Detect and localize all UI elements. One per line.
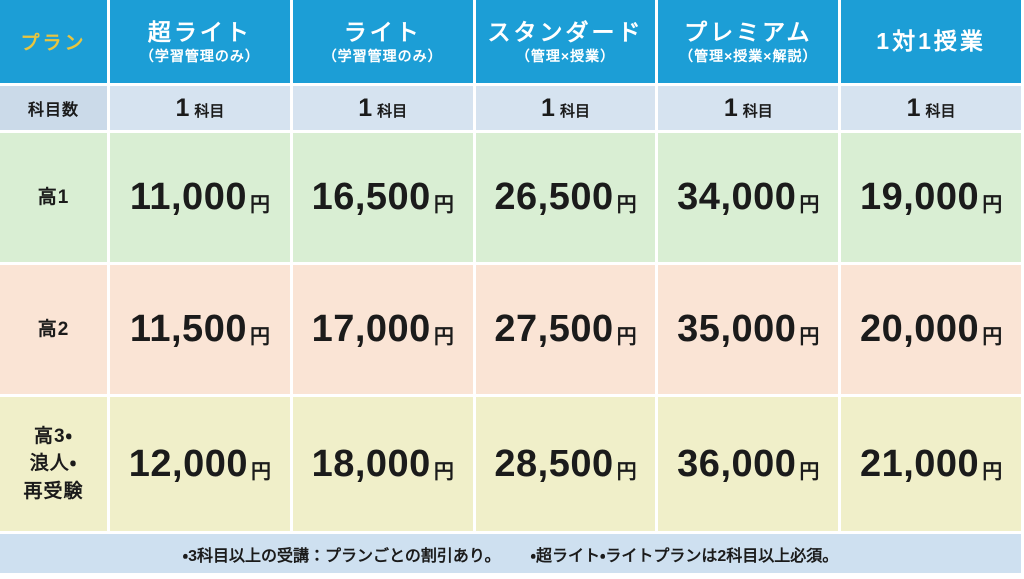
price-cell: 16,500 円: [292, 133, 473, 262]
subject-count-value: 1: [358, 93, 373, 122]
price-cell: 21,000 円: [841, 397, 1021, 531]
grade-row-label-ko2: 高2: [0, 265, 107, 394]
price-value: 12,000: [128, 442, 249, 485]
plan-name: スタンダード: [487, 19, 644, 46]
corner-plan-header: プラン: [0, 0, 107, 83]
price-cell: 36,000 円: [658, 397, 839, 531]
price-value: 28,500: [494, 442, 614, 485]
subject-count-unit: 科目: [377, 102, 408, 120]
subject-count-cell: 1 科目: [292, 86, 473, 130]
price-cell: 11,500 円: [110, 265, 290, 394]
price-cell: 11,000 円: [110, 133, 290, 262]
price-unit: 円: [616, 460, 637, 483]
price-unit: 円: [249, 326, 270, 348]
price-cell: 26,500 円: [475, 133, 656, 262]
subject-count-value: 1: [906, 93, 921, 122]
plan-header-standard: スタンダード （管理×授業）: [475, 0, 656, 83]
price-cell: 12,000 円: [110, 397, 290, 531]
price-value: 34,000: [677, 176, 797, 218]
subject-count-cell: 1 科目: [475, 86, 656, 130]
price-unit: 円: [799, 326, 820, 348]
price-unit: 円: [982, 460, 1003, 483]
price-cell: 27,500 円: [475, 265, 656, 394]
price-value: 20,000: [859, 308, 980, 350]
plan-header-light: ライト （学習管理のみ）: [292, 0, 473, 83]
price-unit: 円: [433, 326, 454, 348]
grade-label: 高3・ 浪人・ 再受験: [23, 425, 84, 502]
subject-count-unit: 科目: [194, 102, 225, 120]
plan-header-ultra-light: 超ライト （学習管理のみ）: [110, 0, 290, 83]
price-value: 26,500: [494, 176, 614, 218]
corner-plan-label: プラン: [20, 33, 87, 54]
price-value: 36,000: [677, 442, 797, 485]
price-unit: 円: [616, 326, 637, 348]
price-cell: 28,500 円: [475, 397, 656, 531]
plan-subtitle: （管理×授業×解説）: [679, 47, 818, 64]
plan-header-one-on-one: 1対1授業: [841, 0, 1021, 83]
price-value: 11,500: [129, 308, 247, 350]
subject-count-value: 1: [541, 93, 555, 122]
price-value: 11,000: [129, 176, 247, 218]
price-unit: 円: [799, 460, 820, 483]
price-value: 17,000: [311, 308, 431, 350]
price-unit: 円: [433, 194, 454, 216]
grade-label: 高1: [37, 186, 70, 208]
subject-count-value: 1: [175, 93, 190, 122]
subject-count-cell: 1 科目: [658, 86, 839, 130]
plan-subtitle: （学習管理のみ）: [322, 47, 443, 64]
plan-header-premium: プレミアム （管理×授業×解説）: [658, 0, 839, 83]
plan-name: 1対1授業: [876, 28, 986, 55]
price-cell: 18,000 円: [292, 397, 473, 531]
price-unit: 円: [982, 326, 1003, 348]
plan-name: 超ライト: [147, 19, 252, 46]
price-value: 16,500: [311, 176, 431, 218]
subject-count-value: 1: [723, 93, 738, 122]
price-value: 19,000: [859, 176, 980, 218]
price-value: 21,000: [859, 442, 980, 485]
footer-note-discount: ・3科目以上の受講：プランごとの割引あり。: [182, 547, 501, 565]
plan-name: ライト: [343, 19, 422, 46]
subject-count-cell: 1 科目: [841, 86, 1021, 130]
plan-subtitle: （学習管理のみ）: [139, 47, 260, 64]
subject-count-unit: 科目: [559, 102, 590, 120]
plan-name: プレミアム: [684, 19, 813, 46]
price-value: 35,000: [677, 308, 797, 350]
subject-count-unit: 科目: [925, 102, 956, 120]
footer-note-minimum-subjects: ・超ライト・ライトプランは2科目以上必須。: [530, 547, 839, 565]
subject-count-label: 科目数: [27, 102, 79, 119]
price-unit: 円: [251, 460, 272, 483]
price-unit: 円: [616, 194, 637, 216]
price-cell: 34,000 円: [658, 133, 839, 262]
price-value: 27,500: [494, 308, 614, 350]
price-cell: 35,000 円: [658, 265, 839, 394]
footer-notes: ・3科目以上の受講：プランごとの割引あり。 ・超ライト・ライトプランは2科目以上…: [0, 534, 1021, 573]
price-cell: 20,000 円: [841, 265, 1021, 394]
price-unit: 円: [433, 460, 454, 483]
price-unit: 円: [799, 194, 820, 216]
plan-subtitle: （管理×授業）: [515, 47, 616, 64]
pricing-grid: プラン 超ライト （学習管理のみ） ライト （学習管理のみ） スタンダード （管…: [0, 0, 1021, 531]
subject-count-unit: 科目: [742, 102, 773, 120]
grade-row-label-ko1: 高1: [0, 133, 107, 262]
grade-row-label-ko3-ronin: 高3・ 浪人・ 再受験: [0, 397, 107, 531]
price-unit: 円: [982, 194, 1003, 216]
price-cell: 19,000 円: [841, 133, 1021, 262]
price-value: 18,000: [311, 442, 431, 485]
price-unit: 円: [249, 194, 270, 216]
price-cell: 17,000 円: [292, 265, 473, 394]
grade-label: 高2: [37, 318, 70, 340]
subject-count-cell: 1 科目: [110, 86, 290, 130]
subject-count-header: 科目数: [0, 86, 107, 130]
